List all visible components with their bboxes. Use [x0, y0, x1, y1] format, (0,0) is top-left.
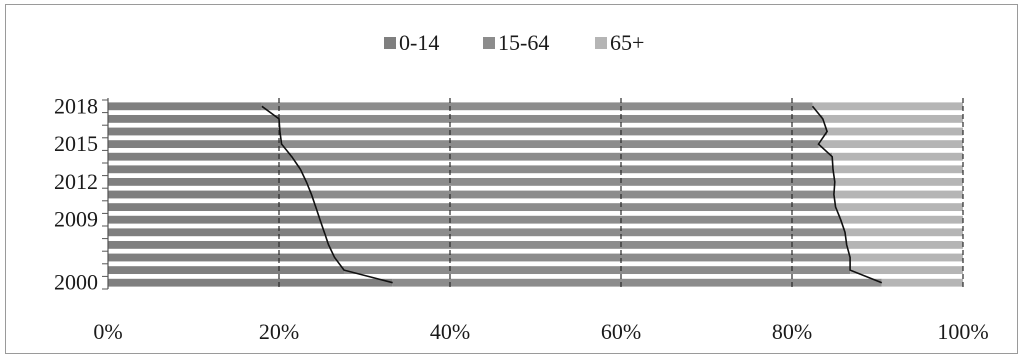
x-tick-label-100%: 100%: [937, 319, 988, 344]
bar-0-14-2007: [108, 240, 329, 249]
bar-65+-2011: [833, 190, 963, 199]
bar-15-64-2012: [306, 177, 835, 186]
bar-65+-2006: [850, 253, 963, 262]
bar-65+-2014: [832, 152, 963, 161]
x-tick-label-40%: 40%: [430, 319, 470, 344]
series-line-15-64: [811, 105, 883, 284]
bar-65+-2007: [846, 240, 963, 249]
bar-0-14-2008: [108, 228, 325, 237]
chart-frame: 2000 2009 2012 2015 2018 0% 20% 40% 60% 80% 100% 0-…: [5, 4, 1018, 354]
bar-15-64-2005: [343, 266, 851, 275]
legend-swatch-15-64: [483, 37, 495, 49]
bar-65+-2008: [845, 228, 963, 237]
bar-65+-2016: [827, 127, 963, 136]
bar-15-64-2017: [279, 114, 823, 123]
bar-65+-2009: [840, 215, 963, 224]
bar-0-14-2010: [108, 203, 316, 212]
bar-15-64-2009: [320, 215, 841, 224]
legend-label-15-64: 15-64: [498, 30, 549, 55]
y-tick-label-2018: 2018: [54, 93, 98, 118]
bar-0-14-2012: [108, 177, 307, 186]
bar-0-14-2016: [108, 127, 280, 136]
legend-label-0-14: 0-14: [399, 30, 439, 55]
bar-65+-2010: [835, 203, 963, 212]
bar-15-64-2008: [324, 228, 846, 237]
x-tick-label-60%: 60%: [601, 319, 641, 344]
bar-65+-2012: [834, 177, 963, 186]
x-tick-label-0%: 0%: [93, 319, 122, 344]
bar-0-14-2013: [108, 165, 301, 174]
bar-0-14-2006: [108, 253, 335, 262]
bar-15-64-2015: [281, 140, 819, 149]
bar-65+-2017: [822, 114, 963, 123]
bar-0-14-2015: [108, 140, 282, 149]
bar-65+-2005: [850, 266, 963, 275]
legend-swatch-0-14: [384, 37, 396, 49]
y-tick-label-2000: 2000: [54, 270, 98, 295]
legend-label-65+: 65+: [610, 30, 644, 55]
bar-15-64-2013: [300, 165, 834, 174]
y-tick-label-2012: 2012: [54, 169, 98, 194]
bar-15-64-2018: [261, 102, 813, 111]
bar-15-64-2010: [315, 203, 836, 212]
bar-65+-2000: [881, 278, 963, 287]
bar-0-14-2018: [108, 102, 262, 111]
bar-15-64-2007: [328, 240, 847, 249]
legend-swatch-65+: [595, 37, 607, 49]
bar-65+-2013: [833, 165, 963, 174]
x-tick-label-20%: 20%: [259, 319, 299, 344]
stacked-bar-chart: 2000 2009 2012 2015 2018 0% 20% 40% 60% 80% 100% 0-…: [54, 30, 989, 344]
x-tick-label-80%: 80%: [772, 319, 812, 344]
bar-0-14-2014: [108, 152, 292, 161]
bar-0-14-2000: [108, 278, 393, 287]
bar-15-64-2000: [392, 278, 882, 287]
bar-15-64-2011: [311, 190, 834, 199]
bar-0-14-2011: [108, 190, 312, 199]
bar-0-14-2005: [108, 266, 344, 275]
bar-65+-2015: [818, 140, 963, 149]
bar-15-64-2014: [291, 152, 833, 161]
bar-0-14-2017: [108, 114, 279, 123]
bar-0-14-2009: [108, 215, 321, 224]
bar-15-64-2016: [279, 127, 828, 136]
bar-65+-2018: [812, 102, 963, 111]
series-line-0-14: [261, 105, 393, 284]
y-tick-label-2009: 2009: [54, 207, 98, 232]
bar-15-64-2006: [334, 253, 851, 262]
y-tick-label-2015: 2015: [54, 131, 98, 156]
